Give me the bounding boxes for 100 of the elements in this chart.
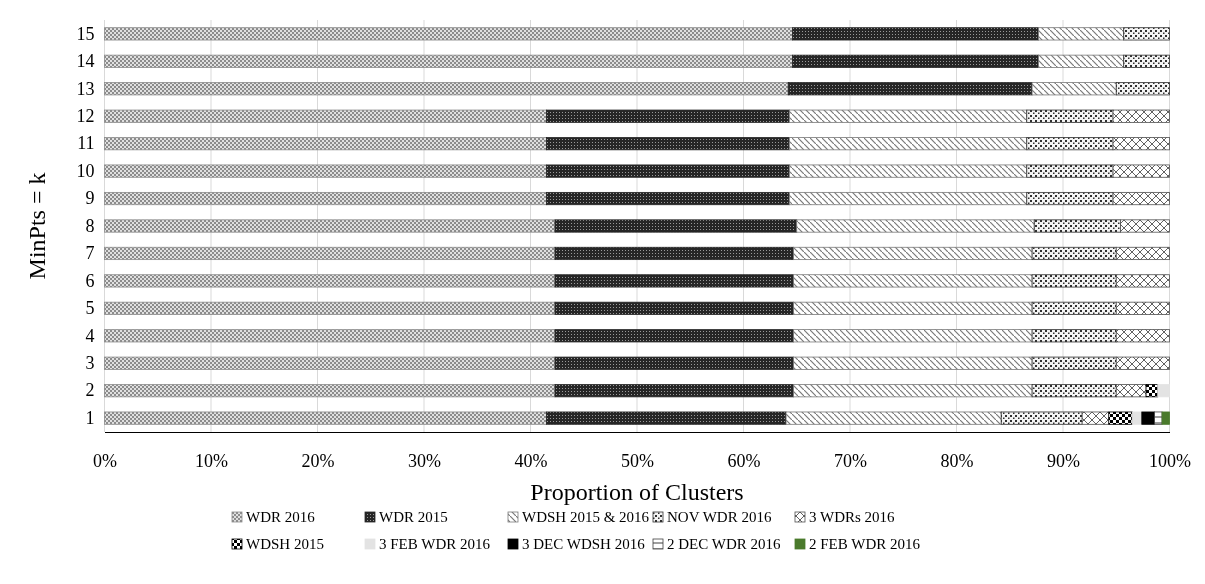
- bar: [104, 356, 556, 370]
- bar: [546, 109, 790, 123]
- legend-label: WDSH 2015 & 2016: [522, 509, 650, 525]
- bar: [104, 164, 547, 178]
- legend-label: WDR 2016: [246, 509, 316, 525]
- y-tick-label: 13: [76, 78, 95, 99]
- y-tick-label: 9: [85, 188, 95, 209]
- bar: [1161, 411, 1170, 425]
- bar: [1031, 384, 1117, 398]
- x-tick-label: 70%: [834, 450, 867, 471]
- y-tick-label: 15: [76, 23, 95, 44]
- bar: [554, 246, 794, 261]
- bar: [554, 219, 798, 233]
- bar: [104, 384, 556, 398]
- y-tick-label: 11: [77, 133, 95, 154]
- bar: [1033, 219, 1121, 233]
- bar: [554, 301, 794, 315]
- legend-label: 3 DEC WDSH 2016: [522, 536, 646, 552]
- bar: [1026, 191, 1114, 206]
- bar: [1031, 246, 1117, 261]
- y-tick-label: 1: [85, 407, 95, 428]
- bar: [546, 137, 790, 151]
- bar: [1123, 27, 1170, 41]
- y-tick-label: 3: [85, 353, 95, 373]
- bar: [1108, 411, 1133, 425]
- bar: [104, 27, 793, 41]
- bar: [1031, 82, 1117, 96]
- bar: [1115, 301, 1170, 315]
- bar: [1115, 82, 1170, 96]
- legend-label: 2 DEC WDR 2016: [667, 536, 781, 552]
- legend-label: 3 FEB WDR 2016: [379, 536, 491, 552]
- x-tick-label: 10%: [195, 450, 228, 471]
- bar: [104, 246, 556, 261]
- bar: [546, 191, 790, 206]
- bar: [1031, 274, 1117, 288]
- bar: [785, 411, 1002, 425]
- bar: [1031, 329, 1117, 343]
- bar: [554, 329, 794, 343]
- bar: [104, 137, 547, 151]
- bar: [1115, 356, 1170, 370]
- bar: [793, 274, 1033, 288]
- bar: [1038, 54, 1125, 68]
- bar: [1026, 109, 1114, 123]
- bar: [788, 137, 1028, 151]
- y-tick-label: 7: [85, 243, 95, 264]
- bar: [1115, 246, 1170, 261]
- bar: [1115, 384, 1147, 398]
- bar: [546, 411, 787, 425]
- bar: [793, 301, 1033, 315]
- bar: [104, 329, 556, 343]
- legend-label: 3 WDRs 2016: [809, 509, 896, 525]
- legend-label: WDSH 2015: [246, 536, 324, 552]
- y-tick-label: 8: [85, 215, 95, 236]
- bar: [1031, 301, 1117, 315]
- bar: [792, 27, 1039, 41]
- y-tick-label: 12: [76, 105, 95, 126]
- bar: [1145, 384, 1159, 398]
- bar: [1120, 219, 1170, 233]
- bar: [793, 329, 1033, 343]
- bar: [104, 411, 547, 425]
- bar: [104, 54, 793, 68]
- bar: [796, 219, 1035, 233]
- legend-label: NOV WDR 2016: [667, 509, 772, 525]
- y-axis-title: MinPts = k: [24, 172, 50, 280]
- bar: [104, 301, 556, 315]
- bar: [1112, 109, 1170, 123]
- bar: [1115, 274, 1170, 288]
- bar: [104, 191, 547, 206]
- x-tick-label: 60%: [727, 450, 761, 471]
- y-tick-label: 14: [76, 51, 95, 72]
- bar: [554, 274, 794, 288]
- bar: [792, 54, 1039, 68]
- x-axis-title: Proportion of Clusters: [530, 479, 744, 505]
- bar: [1131, 411, 1143, 425]
- x-tick-label: 40%: [514, 450, 548, 471]
- legend-label: WDR 2015: [379, 509, 448, 525]
- bar: [1026, 164, 1114, 178]
- bar: [104, 219, 556, 233]
- bar: [1112, 191, 1170, 206]
- y-tick-label: 2: [85, 380, 95, 401]
- bar: [1026, 137, 1114, 151]
- bar: [1112, 164, 1170, 178]
- bar: [1115, 329, 1170, 343]
- x-tick-label: 90%: [1047, 450, 1080, 471]
- bar: [1141, 411, 1155, 425]
- bar: [1154, 411, 1163, 425]
- y-tick-label: 6: [85, 270, 95, 291]
- bar: [554, 356, 794, 370]
- y-tick-label: 5: [85, 298, 95, 319]
- bar: [104, 82, 789, 96]
- x-tick-label: 20%: [301, 450, 335, 471]
- x-tick-label: 80%: [940, 450, 974, 471]
- bar: [1038, 27, 1125, 41]
- bar: [1123, 54, 1170, 68]
- x-tick-label: 30%: [408, 450, 441, 471]
- x-tick-label: 50%: [621, 450, 654, 471]
- bar: [546, 164, 790, 178]
- y-tick-label: 4: [85, 325, 95, 346]
- x-tick-label: 0%: [93, 450, 117, 471]
- bar: [787, 82, 1033, 96]
